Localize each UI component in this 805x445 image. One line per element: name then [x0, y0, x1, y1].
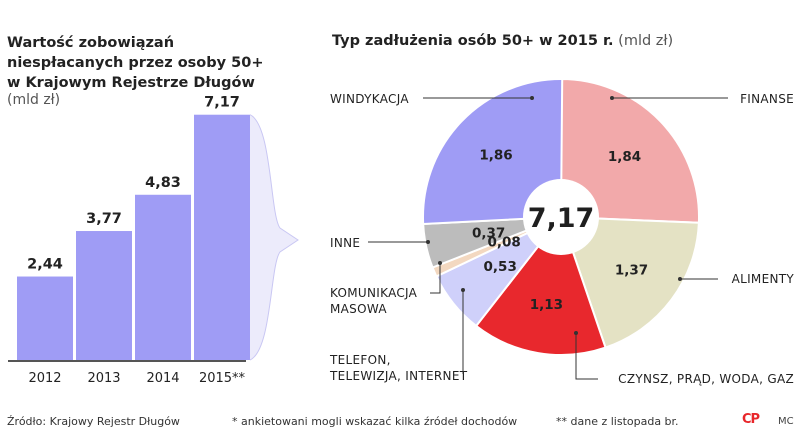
- bar-value-label: 7,17: [204, 95, 240, 111]
- pie-slice-value-label: 0,08: [487, 235, 520, 251]
- bar-chart-title-line: Wartość zobowiązań: [7, 35, 175, 51]
- pie-slice-category-label: MASOWA: [330, 302, 387, 316]
- leader-dot: [574, 331, 578, 335]
- pie-slice-category-label: KOMUNIKACJA: [330, 286, 418, 300]
- bar-category-label: 2014: [146, 371, 179, 386]
- bar-value-label: 2,44: [27, 257, 63, 273]
- author-credit: MC: [778, 416, 794, 427]
- pie-chart-title-text: Typ zadłużenia osób 50+ w 2015 r.: [332, 33, 614, 49]
- leader-dot: [438, 261, 442, 265]
- pie-slice: [474, 214, 607, 356]
- bar-chart-baseline: [8, 360, 246, 362]
- bar-chart-title-line: w Krajowym Rejestrze Długów: [7, 75, 255, 91]
- bar-category-label: 2012: [28, 371, 61, 386]
- source-note: Źródło: Krajowy Rejestr Długów: [7, 415, 180, 428]
- pie-slice: [559, 215, 700, 349]
- leader-line: [430, 263, 441, 294]
- pie-slice-category-label: INNE: [330, 236, 360, 250]
- leader-dot: [426, 240, 430, 244]
- pie-slice-category-label: TELEFON,: [329, 353, 391, 367]
- leader-line: [575, 333, 598, 380]
- bar-category-label: 2015**: [199, 371, 246, 386]
- pie-slice: [422, 78, 564, 226]
- bar: [76, 231, 132, 360]
- bar-chart-title-line: niespłacanych przez osoby 50+: [7, 55, 264, 71]
- pie-slice-value-label: 0,53: [484, 259, 517, 275]
- pie-slice-category-label: WINDYKACJA: [330, 92, 409, 106]
- pie-slice-category-label: CZYNSZ, PRĄD, WODA, GAZ: [618, 372, 794, 386]
- bar-chart-title: Wartość zobowiązań niespłacanych przez o…: [7, 33, 267, 93]
- pie-slice-category-label: FINANSE: [740, 92, 794, 106]
- footnote-1: * ankietowani mogli wskazać kilka źródeł…: [232, 415, 518, 428]
- pie-chart-unit: (mld zł): [618, 33, 674, 49]
- pie-slice-value-label: 1,37: [615, 263, 648, 279]
- bar: [194, 114, 250, 360]
- leader-dot: [610, 96, 614, 100]
- leader-dot: [530, 96, 534, 100]
- pie-slice-value-label: 0,37: [472, 226, 505, 242]
- pie-slice: [560, 77, 700, 224]
- pie-chart-title: Typ zadłużenia osób 50+ w 2015 r. (mld z…: [332, 33, 673, 49]
- bar: [135, 194, 191, 360]
- publisher-logo: CP: [742, 412, 760, 427]
- leader-dot: [461, 288, 465, 292]
- bar: [17, 276, 73, 360]
- bar-category-label: 2013: [87, 371, 120, 386]
- pie-slice-value-label: 1,84: [608, 149, 641, 165]
- bar-chart-unit: (mld zł): [7, 92, 61, 108]
- connector-arrow: [249, 114, 299, 361]
- pie-slice-category-label: ALIMENTY: [732, 272, 795, 286]
- footnote-2: ** dane z listopada br.: [556, 415, 679, 428]
- bar-value-label: 4,83: [145, 175, 181, 191]
- pie-slice-value-label: 1,13: [530, 297, 563, 313]
- pie-slice-value-label: 1,86: [479, 148, 512, 164]
- pie-center-hole: [523, 179, 599, 255]
- bar-value-label: 3,77: [86, 211, 122, 227]
- pie-center-total: 7,17: [528, 203, 595, 234]
- leader-dot: [678, 277, 682, 281]
- pie-slice-category-label: TELEWIZJA, INTERNET: [329, 369, 468, 383]
